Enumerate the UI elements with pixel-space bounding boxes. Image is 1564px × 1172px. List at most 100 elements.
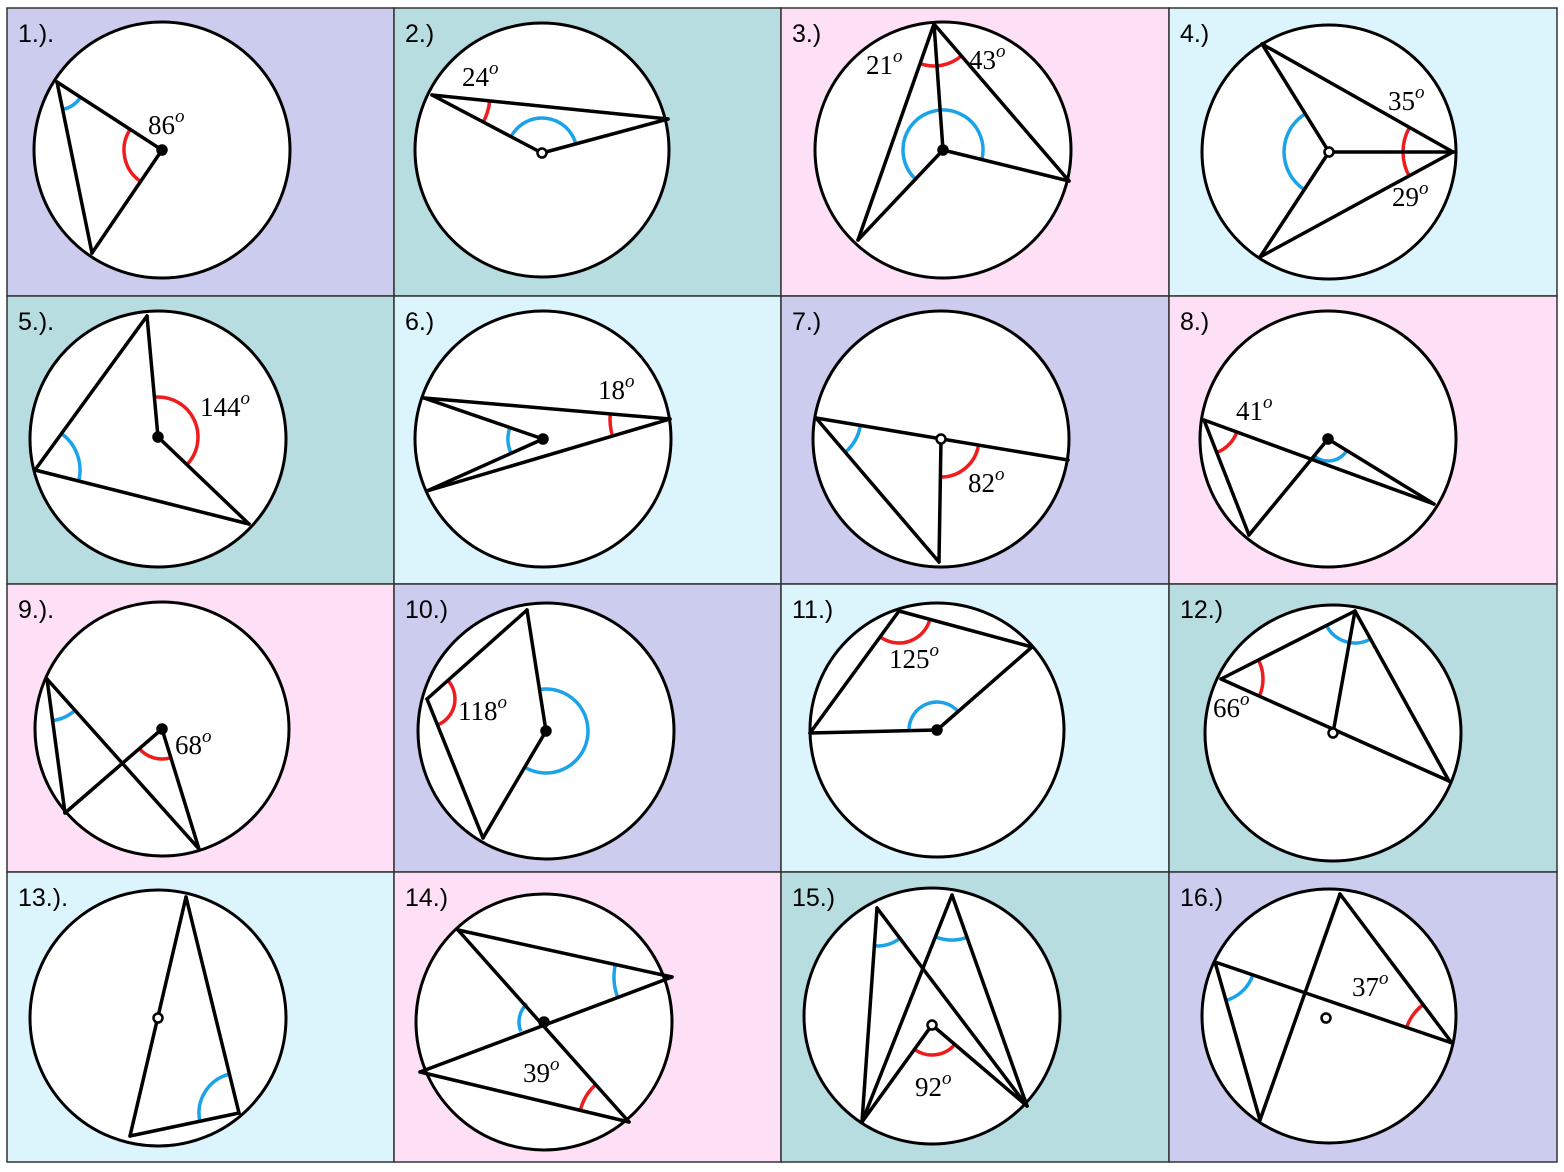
centre-point	[935, 433, 947, 445]
chord	[33, 314, 149, 472]
centre-point	[926, 1019, 938, 1031]
angle-arc	[1313, 449, 1349, 463]
angle-label: 43o	[969, 41, 1006, 75]
angle-value: 125	[889, 644, 930, 674]
chord	[1331, 609, 1357, 735]
angle-arc	[154, 395, 200, 467]
chord	[430, 93, 544, 155]
centre-point	[1322, 433, 1334, 445]
chord	[930, 1023, 1029, 1108]
problem-cell: 7.) 82o	[780, 295, 1170, 585]
chord	[481, 729, 548, 840]
angle-label: 39o	[523, 1054, 560, 1088]
problem-label: 11.)	[792, 596, 833, 624]
angle-value: 24	[462, 62, 490, 92]
problem-label: 6.)	[405, 308, 434, 336]
angle-arc	[197, 1072, 230, 1122]
problem-label: 1.).	[18, 20, 54, 48]
angle-value: 41	[1236, 396, 1263, 426]
angle-value: 68	[175, 730, 202, 760]
chord	[932, 22, 1071, 183]
angle-label: 68o	[175, 726, 212, 760]
centre-point	[152, 1012, 164, 1024]
angle-value: 18	[598, 375, 625, 405]
problem-cell: 15.) 92o	[780, 871, 1170, 1163]
angle-arc	[60, 432, 82, 482]
chord	[422, 396, 672, 421]
problem-cell: 1.). 86o	[6, 7, 395, 297]
degree-sign: o	[942, 1068, 952, 1089]
chord	[184, 895, 241, 1115]
angle-arc	[1225, 974, 1255, 1003]
chord	[540, 117, 670, 155]
chord	[941, 148, 1071, 183]
chord	[1258, 150, 1455, 259]
centre-point	[540, 725, 552, 737]
angle-arc	[122, 128, 142, 183]
chord	[425, 608, 529, 701]
chord	[418, 1070, 631, 1124]
angle-value: 43	[969, 45, 996, 75]
chord	[897, 609, 1034, 649]
angle-label: 29o	[1392, 178, 1429, 212]
chord	[1326, 437, 1436, 506]
chord	[1260, 42, 1331, 154]
chord	[456, 928, 674, 979]
problem-label: 14.)	[405, 884, 448, 912]
angle-arc	[1256, 659, 1265, 697]
angle-value: 39	[523, 1058, 550, 1088]
problem-label: 7.)	[792, 308, 821, 336]
problem-label: 5.).	[18, 308, 54, 336]
chord	[1247, 437, 1330, 537]
chord	[932, 22, 945, 152]
angle-label: 37o	[1352, 968, 1389, 1002]
angle-value: 66	[1213, 693, 1240, 723]
problem-cell: 9.). 68o	[6, 583, 395, 873]
angle-label: 66o	[1213, 689, 1250, 723]
angle-label: 18o	[598, 371, 635, 405]
degree-sign: o	[1379, 968, 1389, 989]
problem-cell: 8.) 41o	[1168, 295, 1558, 585]
chord	[1213, 960, 1262, 1122]
chord	[425, 697, 485, 840]
angle-arc	[509, 116, 578, 145]
chord	[1258, 150, 1331, 259]
chord	[1338, 892, 1454, 1045]
problem-cell: 2.) 24o	[393, 7, 782, 297]
chord	[860, 906, 879, 1124]
chord	[422, 396, 545, 441]
chord	[1202, 418, 1251, 537]
centre-point	[156, 144, 168, 156]
angle-arc	[1215, 431, 1239, 455]
degree-sign: o	[996, 41, 1006, 62]
degree-sign: o	[175, 106, 185, 127]
chord	[856, 22, 936, 242]
angle-label: 92o	[915, 1068, 952, 1102]
centre-point	[537, 433, 549, 445]
angle-arc	[1324, 624, 1372, 645]
degree-sign: o	[1263, 392, 1273, 413]
chord	[937, 437, 943, 564]
chord	[808, 609, 901, 735]
degree-sign: o	[550, 1054, 560, 1075]
degree-sign: o	[241, 388, 251, 409]
chord	[430, 93, 670, 121]
degree-sign: o	[995, 464, 1005, 485]
circle	[802, 886, 1062, 1146]
centre-point	[931, 724, 943, 736]
chord	[33, 468, 251, 526]
angle-arc	[1282, 112, 1307, 192]
angle-label: 118o	[458, 692, 507, 726]
angle-arc	[940, 444, 981, 479]
chord	[814, 416, 941, 564]
chord	[425, 437, 545, 493]
chord	[1202, 418, 1436, 506]
angle-label: 144o	[200, 388, 250, 422]
chord	[63, 727, 164, 815]
degree-sign: o	[1419, 178, 1429, 199]
centre-point	[156, 723, 168, 735]
problem-label: 4.)	[1180, 20, 1209, 48]
angle-arc	[901, 108, 985, 181]
angle-arc	[524, 687, 590, 775]
chord	[1260, 42, 1455, 154]
